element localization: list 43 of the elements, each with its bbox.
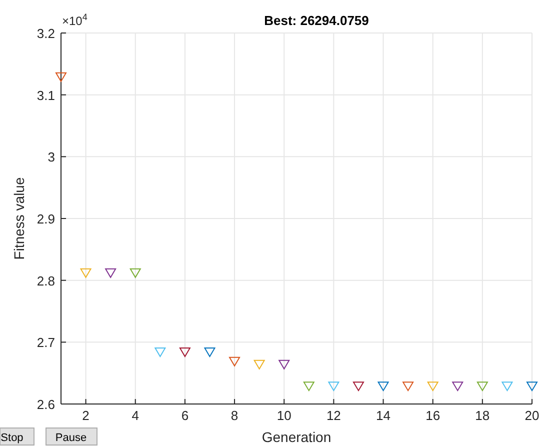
point [179, 348, 190, 358]
y-tick-label: 3.2 [36, 26, 55, 41]
x-tick-label: 14 [376, 408, 390, 423]
point [229, 356, 240, 366]
x-tick-label: 12 [326, 408, 341, 423]
point [476, 382, 488, 392]
point [130, 268, 141, 278]
x-tick-label: 18 [475, 408, 490, 423]
point [502, 382, 513, 392]
point [278, 360, 290, 370]
x-tick-label: 10 [276, 408, 292, 423]
y-tick-label: 2.6 [36, 397, 55, 412]
pause-button: Pause [46, 428, 98, 446]
y-tick-label: 3.1 [36, 88, 55, 103]
y-tick-label: 2.8 [36, 273, 55, 288]
point [526, 382, 538, 392]
point [328, 382, 340, 392]
point [452, 382, 464, 392]
chart-title: Best: 26294.0759 [264, 13, 369, 28]
x-tick-label: 8 [230, 408, 238, 423]
point [56, 72, 66, 82]
y-tick-label: 2.7 [36, 335, 55, 350]
point [303, 382, 314, 392]
point [378, 382, 389, 392]
point [402, 382, 414, 392]
point [427, 382, 438, 392]
x-tick-label: 2 [82, 408, 90, 423]
point [80, 268, 92, 278]
point [254, 360, 265, 370]
x-tick-label: 20 [524, 408, 540, 423]
x-tick-label: 4 [132, 408, 139, 423]
x-axis-title: Generation [262, 429, 332, 445]
y-tick-label: 3 [48, 150, 55, 165]
y-tick-label: 2.9 [36, 212, 55, 226]
point [154, 348, 166, 358]
point [204, 348, 216, 358]
point [105, 268, 116, 278]
y-axis-title: Fitness value [11, 177, 27, 260]
x-tick-label: 6 [181, 408, 189, 423]
text: ×10$^{4}$ [62, 12, 88, 28]
x-tick-label: 16 [426, 408, 440, 423]
stop-button: Stop [0, 428, 34, 446]
point [352, 382, 364, 392]
